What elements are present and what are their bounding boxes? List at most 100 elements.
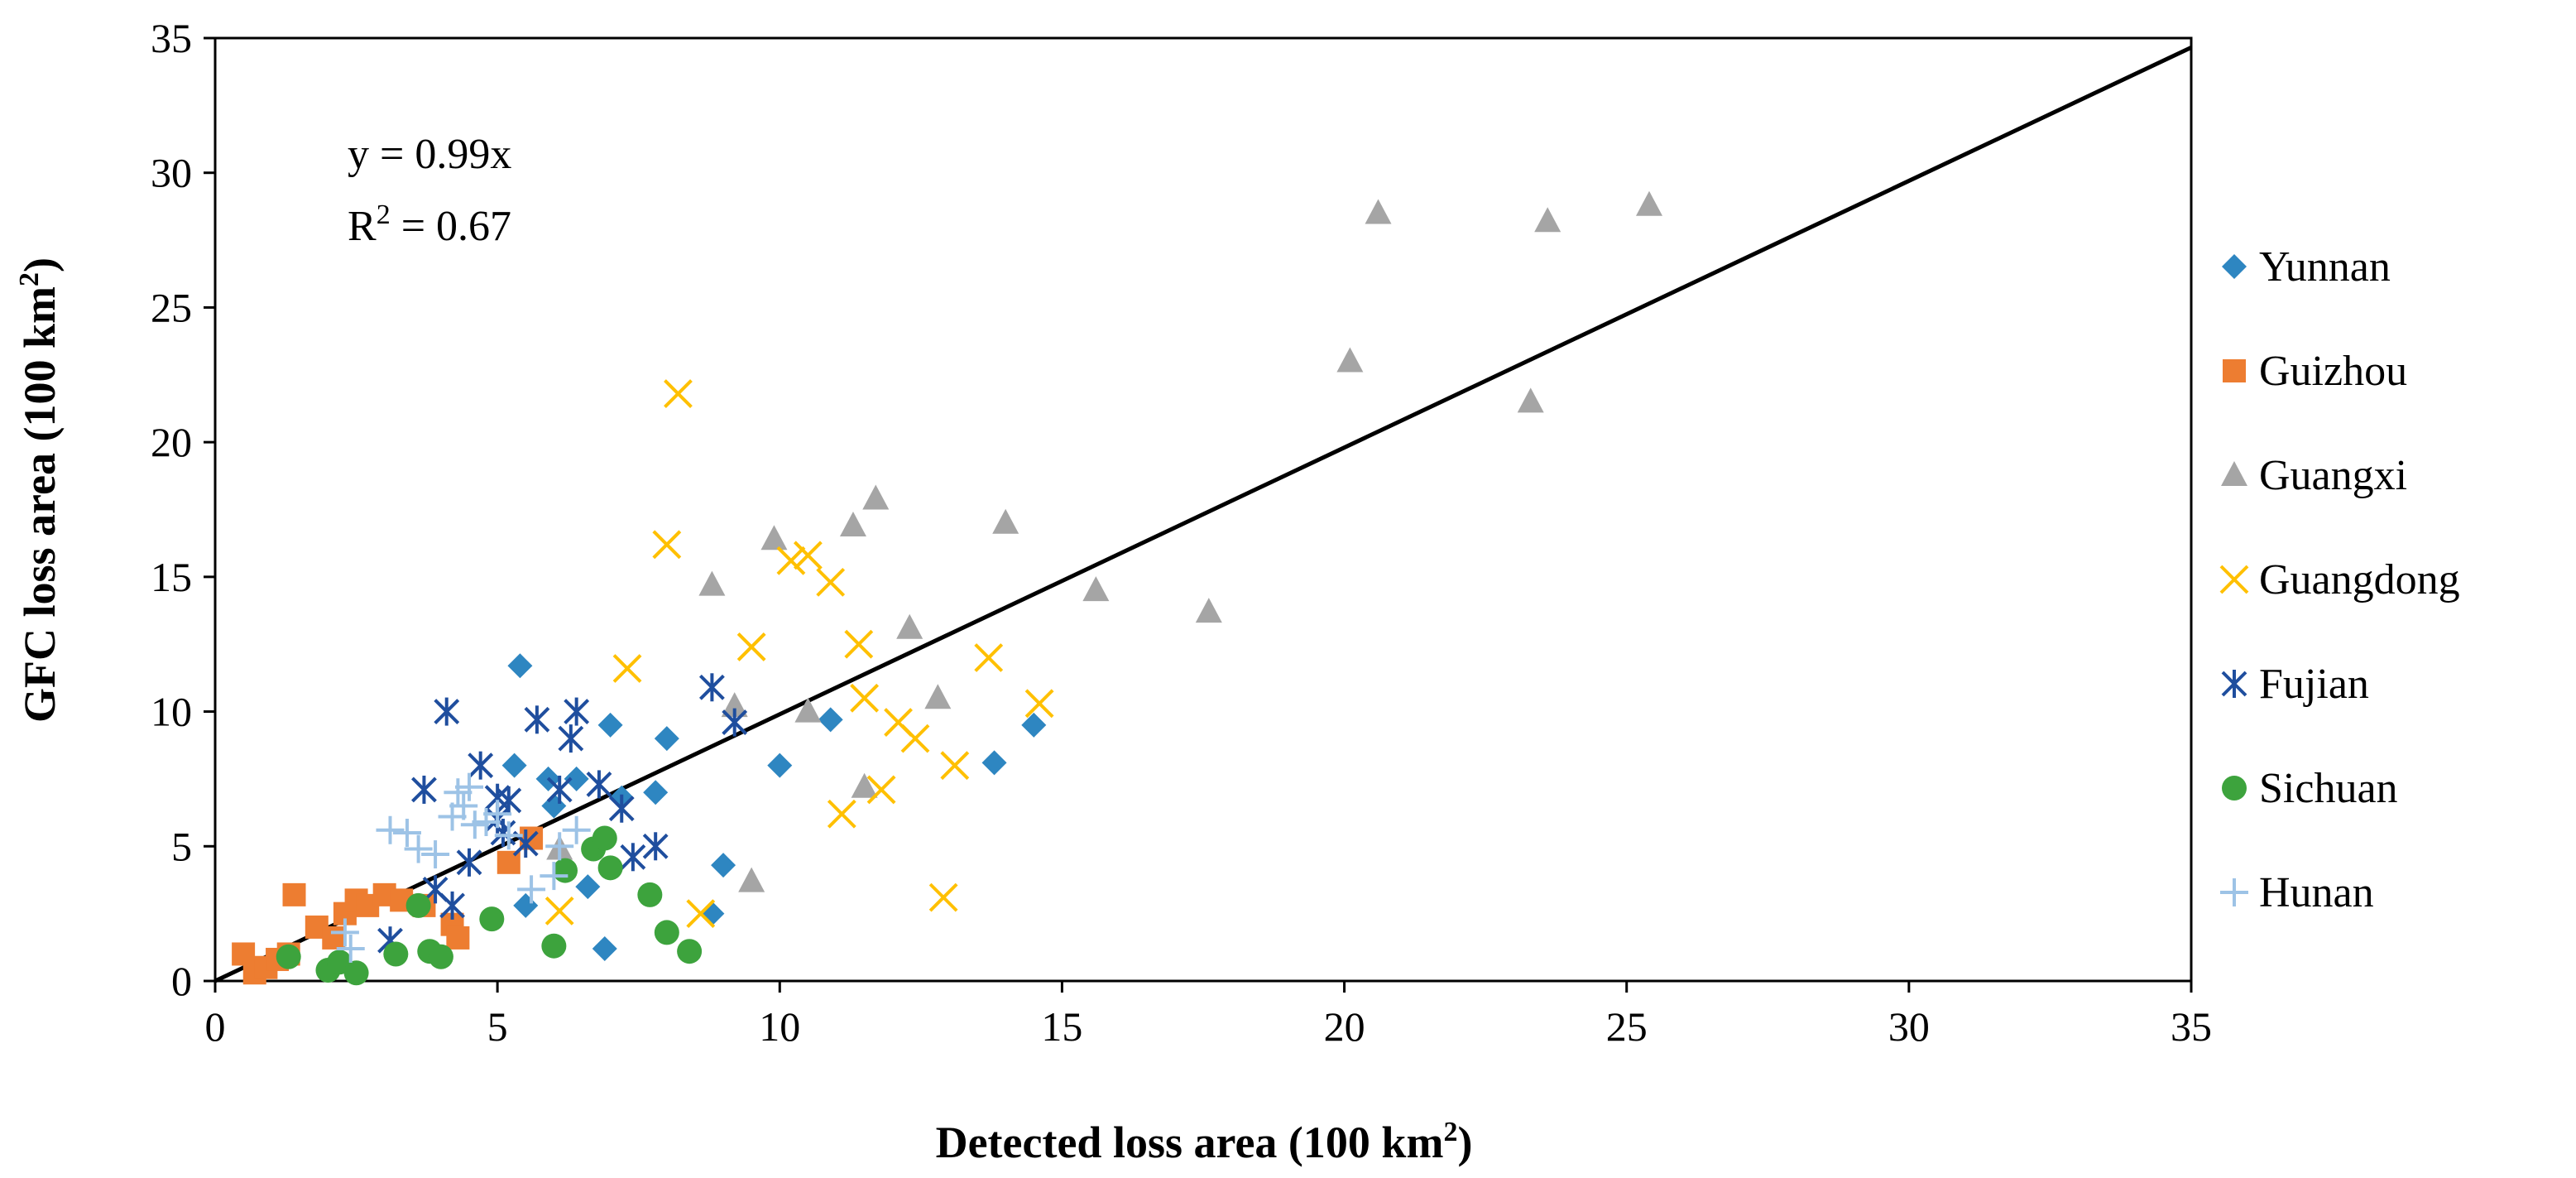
- series-hunan: [330, 772, 591, 963]
- data-point-fujian: [608, 794, 635, 823]
- data-point-hunan: [444, 778, 473, 807]
- data-point-fujian: [411, 775, 437, 804]
- data-point-guangxi: [862, 484, 890, 510]
- data-point-fujian: [642, 832, 669, 861]
- x-tick-label: 30: [1888, 1003, 1930, 1050]
- data-point-yunnan: [654, 726, 679, 752]
- series-guangxi: [546, 190, 1663, 892]
- data-point-sichuan: [276, 944, 301, 969]
- axes: 0 5 10 15 20 25 30 35 0 5 10 15 20 25 30 35: [151, 15, 2212, 1050]
- x-tick-label: 35: [2171, 1003, 2212, 1050]
- data-point-guangxi: [1082, 576, 1110, 602]
- legend-marker-guangxi: [2221, 461, 2247, 486]
- trendline: [213, 46, 2193, 983]
- data-point-hunan: [483, 800, 512, 829]
- equation-label: y = 0.99x: [348, 131, 511, 178]
- legend-label: Guangdong: [2259, 556, 2460, 603]
- legend-label: Hunan: [2259, 869, 2374, 916]
- x-axis-ticks: 0 5 10 15 20 25 30 35: [205, 981, 2212, 1050]
- data-point-hunan: [330, 918, 359, 947]
- legend-item-hunan: Hunan: [2220, 869, 2374, 916]
- legend-marker-guizhou: [2223, 359, 2246, 382]
- data-point-fujian: [468, 751, 494, 780]
- data-point-fujian: [456, 848, 482, 877]
- data-point-guangxi: [760, 525, 788, 551]
- legend-marker-fujian: [2221, 670, 2247, 698]
- data-point-guangdong: [866, 775, 896, 805]
- data-point-guizhou: [446, 926, 470, 950]
- data-point-guangdong: [844, 629, 874, 659]
- data-point-guangdong: [544, 896, 574, 926]
- data-point-sichuan: [553, 858, 578, 883]
- data-point-guangdong: [816, 567, 846, 597]
- data-point-guangdong: [850, 683, 880, 713]
- data-point-fujian: [558, 724, 584, 753]
- data-point-yunnan: [699, 901, 725, 926]
- data-point-guangdong: [900, 724, 930, 753]
- data-point-guangdong: [827, 799, 856, 829]
- data-point-yunnan: [597, 712, 623, 738]
- series-yunnan: [383, 653, 1047, 967]
- data-point-guangxi: [1636, 190, 1663, 216]
- data-point-yunnan: [507, 653, 533, 679]
- data-point-guangdong: [686, 899, 716, 929]
- data-point-guangdong: [736, 632, 766, 661]
- data-point-fujian: [586, 770, 612, 799]
- data-point-guizhou: [282, 882, 306, 906]
- data-point-guangxi: [1336, 347, 1364, 373]
- y-tick-label: 35: [151, 15, 192, 61]
- data-point-guangdong: [776, 546, 806, 575]
- data-point-guangxi: [1534, 207, 1561, 233]
- data-point-fujian: [434, 697, 460, 726]
- data-point-hunan: [540, 862, 568, 891]
- data-point-yunnan: [564, 766, 589, 791]
- legend-item-guangdong: Guangdong: [2219, 556, 2460, 603]
- data-point-fujian: [496, 786, 522, 815]
- data-point-fujian: [490, 819, 516, 848]
- legend-item-guangxi: Guangxi: [2221, 452, 2407, 499]
- legend-item-guizhou: Guizhou: [2223, 348, 2407, 395]
- data-point-sichuan: [654, 920, 679, 945]
- data-point-yunnan: [501, 752, 527, 778]
- data-point-guizhou: [322, 926, 346, 950]
- data-point-hunan: [392, 819, 421, 848]
- series-sichuan: [276, 825, 703, 986]
- legend-marker-sichuan: [2222, 776, 2247, 801]
- data-point-guangxi: [1517, 387, 1544, 413]
- x-axis-title: Detected loss area (100 km2): [936, 1117, 1473, 1167]
- x-tick-label: 10: [759, 1003, 800, 1050]
- data-point-hunan: [455, 772, 484, 801]
- data-point-guangdong: [612, 654, 642, 683]
- data-point-guangdong: [974, 643, 1004, 672]
- legend-label: Yunnan: [2259, 243, 2391, 291]
- data-point-sichuan: [405, 892, 431, 918]
- data-point-fujian: [524, 705, 550, 734]
- data-point-sichuan: [383, 941, 409, 967]
- y-axis-title: GFC loss area (100 km2): [14, 257, 65, 723]
- legend-marker-yunnan: [2222, 254, 2247, 279]
- data-point-hunan: [545, 832, 574, 861]
- data-point-sichuan: [479, 906, 505, 932]
- data-point-guangxi: [721, 692, 748, 718]
- data-point-guangdong: [664, 379, 693, 408]
- x-tick-label: 25: [1606, 1003, 1648, 1050]
- data-point-guangdong: [793, 541, 823, 570]
- data-point-hunan: [562, 815, 591, 844]
- data-point-yunnan: [981, 750, 1007, 776]
- y-tick-label: 5: [171, 823, 192, 869]
- legend-item-fujian: Fujian: [2221, 661, 2369, 708]
- legend-label: Guizhou: [2259, 348, 2407, 395]
- legend: Yunnan Guizhou Guangxi Guangdong Fujian Sichu…: [2219, 243, 2460, 916]
- data-point-yunnan: [513, 892, 539, 918]
- data-point-fujian: [722, 708, 748, 737]
- data-point-hunan: [376, 815, 405, 844]
- data-point-guangxi: [839, 512, 866, 537]
- legend-label: Fujian: [2259, 661, 2369, 708]
- x-tick-label: 15: [1041, 1003, 1082, 1050]
- legend-item-sichuan: Sichuan: [2222, 765, 2398, 812]
- data-point-fujian: [564, 697, 590, 726]
- data-point-hunan: [421, 840, 450, 869]
- x-tick-label: 5: [487, 1003, 508, 1050]
- data-point-hunan: [336, 934, 365, 963]
